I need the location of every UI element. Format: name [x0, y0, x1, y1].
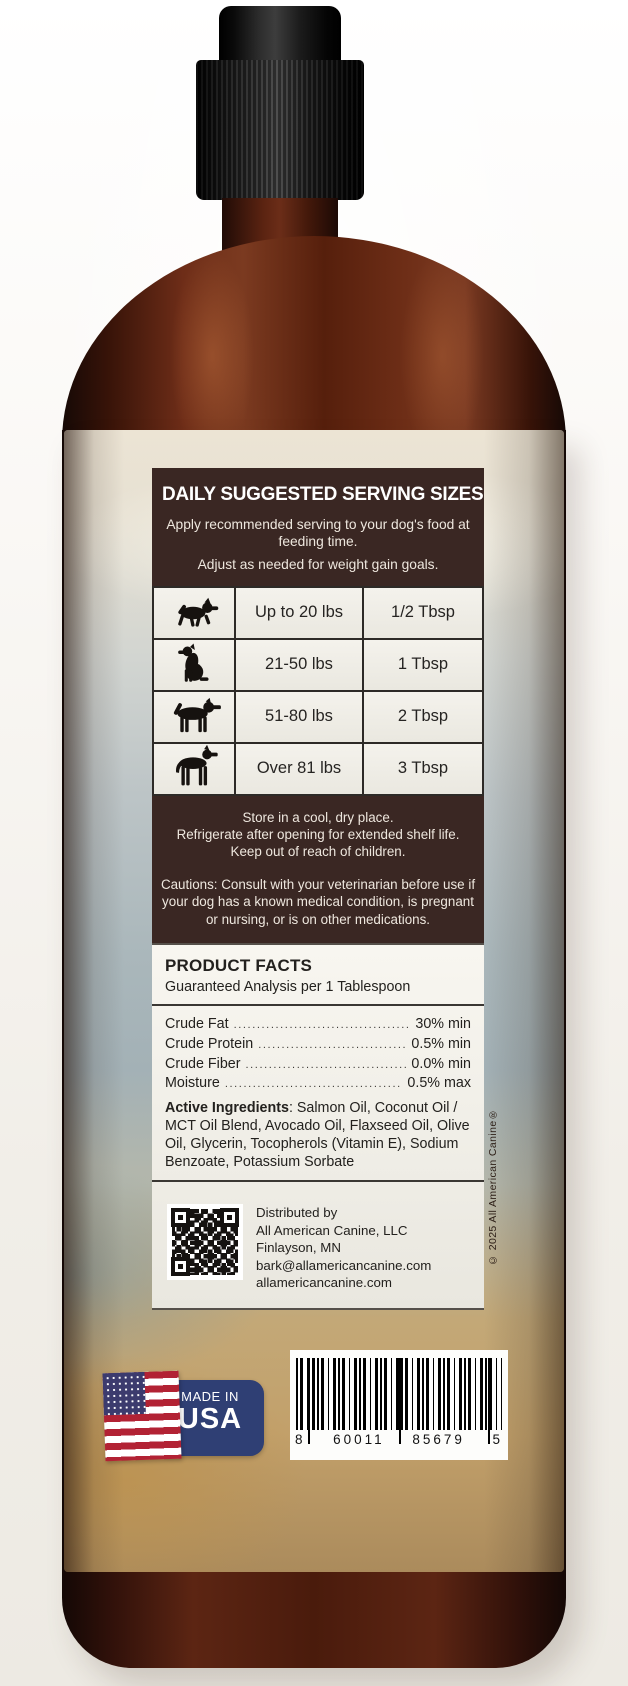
storage-line-3: Keep out of reach of children. — [230, 844, 406, 860]
product-facts-panel: PRODUCT FACTS Guaranteed Analysis per 1 … — [152, 943, 484, 1310]
distributor-line-2: All American Canine, LLC — [256, 1222, 408, 1238]
active-ingredients-label: Active Ingredients — [165, 1100, 289, 1117]
serving-instruction-1: Apply recommended serving to your dog's … — [166, 517, 470, 549]
serving-amount: 3 Tbsp — [364, 743, 482, 794]
bottle-shoulder — [62, 236, 566, 450]
sitting-dog-icon — [154, 639, 234, 690]
bottle-cap — [196, 60, 364, 200]
qr-finder-icon — [171, 1208, 190, 1228]
weight-range: 21-50 lbs — [236, 639, 362, 690]
label-content: DAILY SUGGESTED SERVING SIZES Apply reco… — [152, 468, 484, 1310]
bottle-cap-top — [219, 6, 341, 64]
barcode-group-2: 85679 — [409, 1432, 468, 1447]
storage-cautions-panel: Store in a cool, dry place. Refrigerate … — [152, 795, 484, 944]
serving-instruction-2: Adjust as needed for weight gain goals. — [197, 557, 439, 573]
copyright-text: © 2025 All American Canine® — [487, 1108, 499, 1266]
small-dog-icon — [154, 587, 234, 638]
pointer-dog-icon — [154, 691, 234, 742]
distributor-line-3: Finlayson, MN — [256, 1240, 341, 1256]
analysis-name: Crude Fiber — [165, 1055, 241, 1072]
dot-leader — [246, 1055, 407, 1075]
storage-line-1: Store in a cool, dry place. — [242, 809, 394, 825]
analysis-name: Crude Fat — [165, 1016, 229, 1033]
barcode: 8 60011 85679 5 — [290, 1350, 508, 1460]
analysis-row: Crude Fat 30% min — [165, 1015, 471, 1035]
barcode-guard — [308, 1358, 310, 1444]
storage-line-2: Refrigerate after opening for extended s… — [176, 827, 460, 843]
made-in-label: MADE IN — [181, 1389, 239, 1404]
distributor-text: Distributed by All American Canine, LLC … — [256, 1204, 431, 1292]
divider — [152, 1004, 484, 1007]
divider — [152, 1180, 484, 1183]
analysis-name: Moisture — [165, 1075, 220, 1092]
product-facts-title: PRODUCT FACTS — [165, 956, 313, 976]
barcode-lead-digit: 8 — [292, 1432, 309, 1447]
barcode-bars — [296, 1358, 502, 1444]
serving-amount: 2 Tbsp — [364, 691, 482, 742]
weight-range: 51-80 lbs — [236, 691, 362, 742]
distributor-line-1: Distributed by — [256, 1205, 338, 1221]
analysis-value: 30% min — [415, 1016, 471, 1033]
barcode-guard — [488, 1358, 490, 1444]
barcode-end-digit: 5 — [489, 1432, 506, 1447]
dot-leader — [225, 1074, 403, 1094]
active-ingredients: Active Ingredients: Salmon Oil, Coconut … — [165, 1099, 471, 1171]
analysis-row: Crude Protein 0.5% min — [165, 1035, 471, 1055]
us-flag-icon — [102, 1370, 182, 1462]
guaranteed-analysis-subtitle: Guaranteed Analysis per 1 Tablespoon — [165, 979, 411, 996]
barcode-guard — [399, 1358, 401, 1444]
weight-range: Over 81 lbs — [236, 743, 362, 794]
barcode-digits: 8 60011 85679 5 — [292, 1430, 506, 1447]
serving-title: DAILY SUGGESTED SERVING SIZES — [162, 484, 484, 505]
usa-label: USA — [177, 1403, 243, 1435]
analysis-row: Crude Fiber 0.0% min — [165, 1055, 471, 1075]
serving-header-panel: DAILY SUGGESTED SERVING SIZES Apply reco… — [152, 468, 484, 586]
barcode-group-1: 60011 — [330, 1432, 388, 1447]
qr-finder-icon — [220, 1208, 239, 1228]
distributor-email: bark@allamericancanine.com — [256, 1257, 432, 1273]
qr-code — [167, 1204, 243, 1281]
active-ingredients-list: : Salmon Oil, Coconut Oil / MCT Oil Blen… — [165, 1100, 470, 1171]
analysis-value: 0.5% min — [411, 1035, 471, 1052]
analysis-value: 0.0% min — [411, 1055, 471, 1072]
analysis-row: Moisture 0.5% max — [165, 1074, 471, 1094]
distributor-website: allamericancanine.com — [256, 1275, 392, 1291]
qr-finder-icon — [171, 1257, 190, 1277]
large-dog-icon — [154, 743, 234, 794]
analysis-value: 0.5% max — [407, 1075, 471, 1092]
analysis-name: Crude Protein — [165, 1035, 254, 1052]
dot-leader — [258, 1035, 406, 1055]
serving-amount: 1 Tbsp — [364, 639, 482, 690]
dot-leader — [234, 1015, 411, 1035]
distributor-block: Distributed by All American Canine, LLC … — [165, 1191, 471, 1308]
cautions-text: Cautions: Consult with your veterinarian… — [160, 876, 476, 927]
flag-canton — [102, 1371, 146, 1416]
serving-amount: 1/2 Tbsp — [364, 587, 482, 638]
made-in-usa-badge: MADE IN USA — [102, 1370, 264, 1464]
serving-size-table: Up to 20 lbs 1/2 Tbsp 21-50 lbs — [152, 585, 484, 796]
weight-range: Up to 20 lbs — [236, 587, 362, 638]
